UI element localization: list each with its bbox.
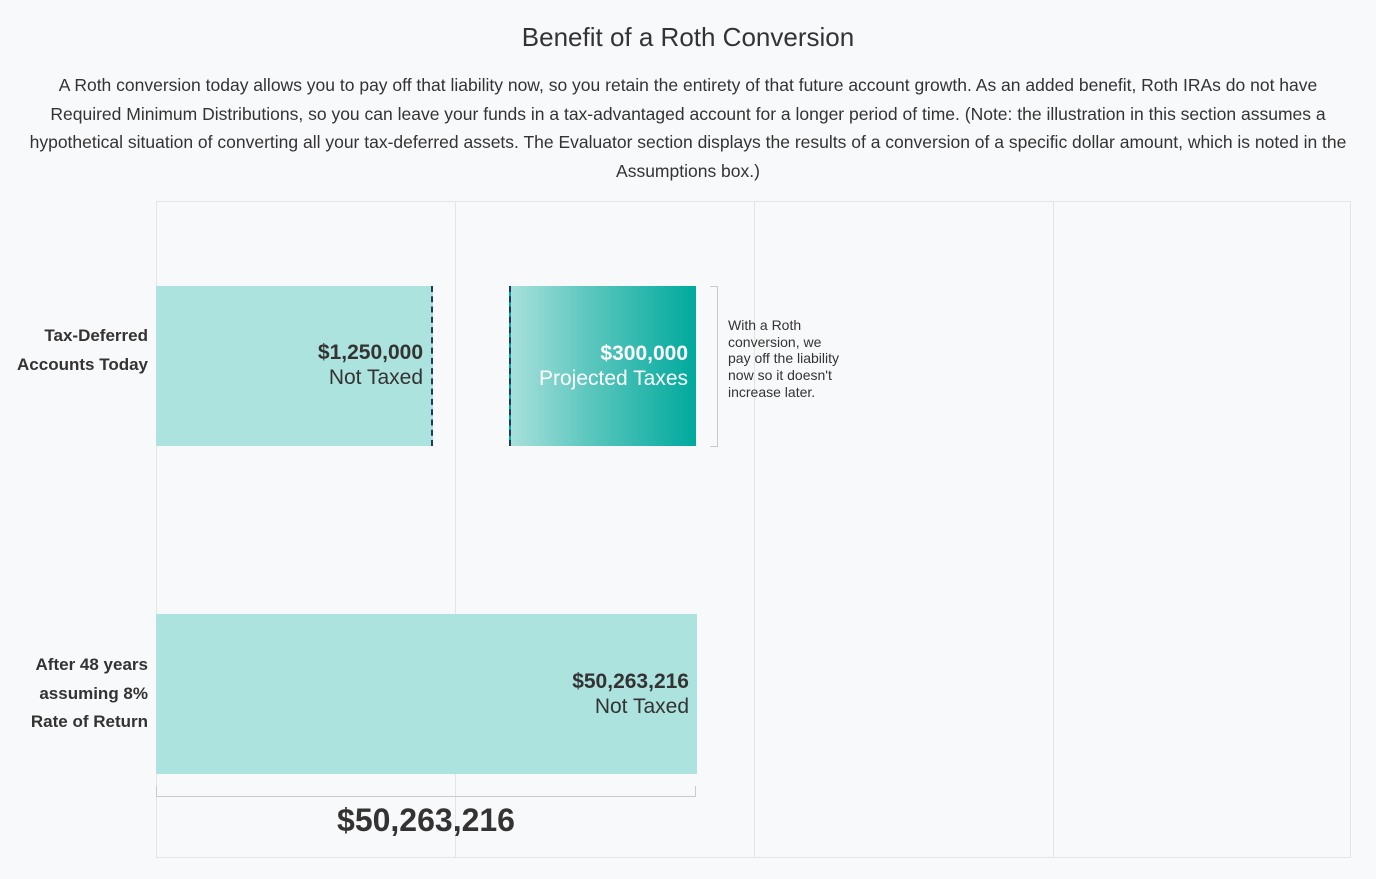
bar-sublabel: Projected Taxes — [538, 367, 688, 390]
section-title: Benefit of a Roth Conversion — [521, 22, 855, 52]
bar-value: $1,250,000 — [317, 341, 423, 364]
bar-projected-taxes: $300,000 Projected Taxes — [509, 286, 696, 446]
bar-sublabel: Not Taxed — [328, 366, 423, 389]
gridline — [1053, 201, 1054, 858]
annotation-note: With a Roth conversion, we pay off the l… — [728, 317, 840, 400]
total-value: $50,263,216 — [337, 802, 515, 838]
bar-value: $50,263,216 — [572, 670, 689, 693]
gridline — [754, 201, 755, 858]
row-label-today: Tax-Deferred Accounts Today — [17, 326, 148, 374]
annotation-bracket — [710, 286, 718, 447]
bar-value: $300,000 — [600, 342, 688, 365]
gridline — [455, 201, 456, 858]
total-bracket — [156, 786, 696, 797]
chart-grid — [156, 201, 1351, 858]
section-description: A Roth conversion today allows you to pa… — [29, 75, 1347, 181]
row-label-future: After 48 years assuming 8% Rate of Retur… — [30, 655, 148, 732]
bar-not-taxed-future: $50,263,216 Not Taxed — [156, 614, 697, 774]
bar-sublabel: Not Taxed — [594, 695, 689, 718]
bar-not-taxed-today: $1,250,000 Not Taxed — [156, 286, 433, 446]
